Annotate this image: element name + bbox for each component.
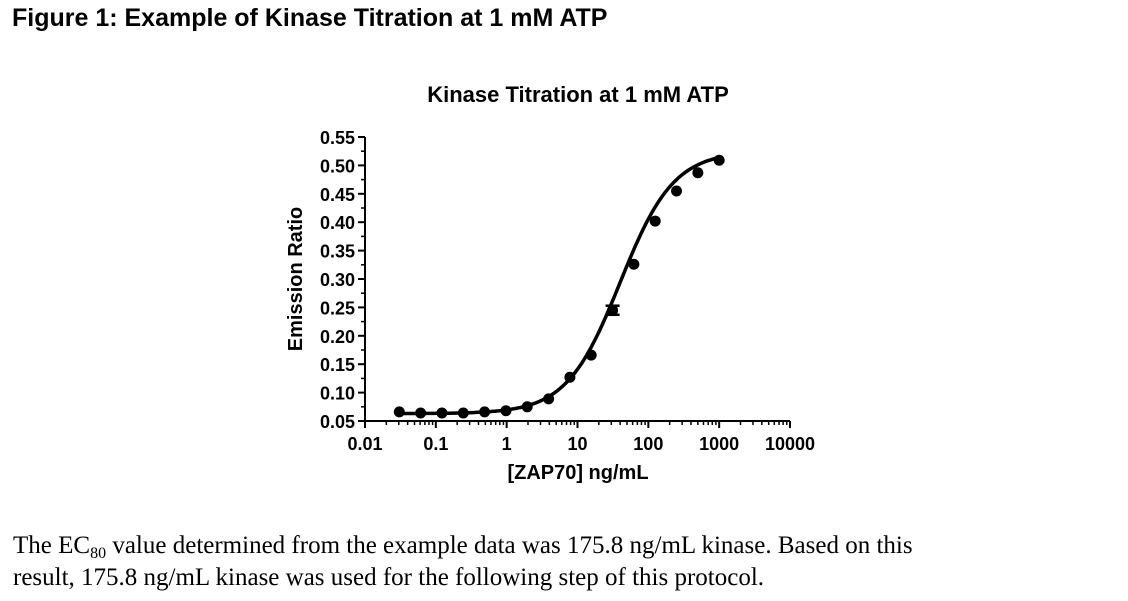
data-point — [393, 406, 405, 418]
caption-text: value determined from the example data w… — [106, 532, 913, 559]
data-point — [479, 406, 491, 418]
data-point — [564, 371, 576, 383]
y-tick-label: 0.45 — [320, 185, 355, 205]
caption-text: The EC — [13, 532, 91, 559]
y-tick-label: 0.05 — [320, 412, 355, 432]
y-tick-label: 0.15 — [320, 355, 355, 375]
y-axis-label: Emission Ratio — [285, 207, 307, 351]
data-point — [457, 407, 469, 419]
x-tick-label: 10000 — [765, 434, 815, 454]
y-tick-label: 0.35 — [320, 242, 355, 262]
chart-title: Kinase Titration at 1 mM ATP — [427, 82, 729, 107]
data-point — [671, 185, 683, 197]
data-point — [436, 407, 448, 419]
x-tick-label: 10 — [567, 434, 587, 454]
caption-subscript: 80 — [90, 545, 107, 562]
x-tick-label: 0.1 — [423, 434, 448, 454]
y-tick-label: 0.25 — [320, 298, 355, 318]
data-point — [649, 215, 661, 227]
y-tick-label: 0.10 — [320, 384, 355, 404]
caption-line-1: The EC80 value determined from the examp… — [13, 530, 1123, 562]
data-point — [585, 349, 597, 361]
y-tick-label: 0.40 — [320, 213, 355, 233]
y-tick-label: 0.30 — [320, 270, 355, 290]
x-tick-label: 0.01 — [347, 434, 382, 454]
data-point — [692, 167, 704, 179]
x-tick-label: 100 — [633, 434, 663, 454]
x-tick-label: 1 — [502, 434, 512, 454]
data-point — [521, 401, 533, 413]
caption-line-2: result, 175.8 ng/mL kinase was used for … — [13, 564, 765, 591]
x-tick-label: 1000 — [699, 434, 739, 454]
figure-title: Figure 1: Example of Kinase Titration at… — [12, 4, 608, 32]
data-point — [500, 405, 512, 417]
fit-curve — [399, 155, 720, 416]
data-point — [543, 393, 555, 405]
data-point — [415, 407, 427, 419]
chart: Kinase Titration at 1 mM ATP Emission Ra… — [285, 82, 815, 484]
y-tick-label: 0.20 — [320, 327, 355, 347]
y-tick-label: 0.50 — [320, 156, 355, 176]
y-tick-label: 0.55 — [320, 128, 355, 148]
caption: The EC80 value determined from the examp… — [13, 530, 1123, 594]
data-point — [713, 154, 725, 166]
x-axis-label: [ZAP70] ng/mL — [507, 462, 648, 484]
data-point — [628, 258, 640, 270]
